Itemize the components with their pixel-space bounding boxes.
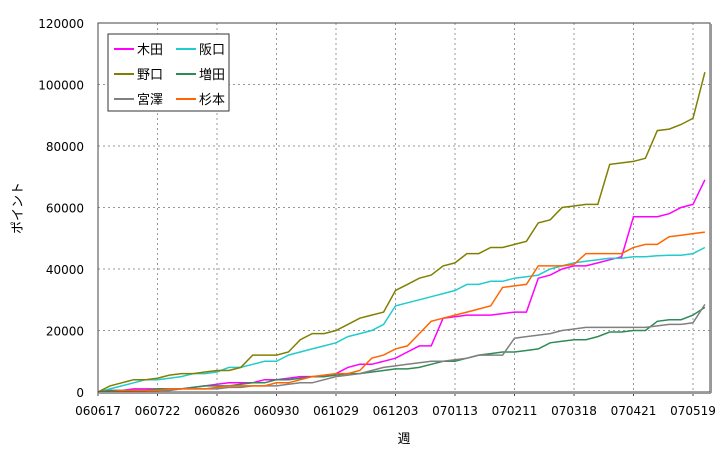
x-tick-label: 060722 xyxy=(135,404,181,418)
legend-label-0: 木田 xyxy=(137,43,163,58)
y-tick-label: 0 xyxy=(76,386,84,400)
x-tick-label: 070421 xyxy=(611,404,657,418)
x-tick-label: 070519 xyxy=(670,404,716,418)
x-tick-label: 070113 xyxy=(432,404,478,418)
legend-label-1: 阪口 xyxy=(199,43,225,58)
series-line-3 xyxy=(97,306,706,393)
y-tick-label: 100000 xyxy=(38,79,84,93)
x-axis-tick-labels: 060617 060722 060826 060930 061029 061203 0701… xyxy=(75,404,716,418)
legend-label-2: 野口 xyxy=(137,68,163,83)
x-axis-label: 週 xyxy=(397,432,410,447)
y-tick-label: 80000 xyxy=(46,140,84,154)
y-tick-label: 40000 xyxy=(46,263,84,277)
y-axis-label: ポイント xyxy=(11,182,26,234)
y-tick-label: 60000 xyxy=(46,202,84,216)
series-line-5 xyxy=(98,231,705,393)
series-line-4 xyxy=(98,303,706,393)
x-tick-label: 060930 xyxy=(254,404,300,418)
y-axis-tick-labels: 0 20000 40000 60000 80000 100000 120000 xyxy=(38,17,84,400)
x-tick-label: 070211 xyxy=(492,404,538,418)
x-tick-label: 070318 xyxy=(551,404,597,418)
legend-label-3: 増田 xyxy=(199,68,225,83)
x-tick-label: 060826 xyxy=(194,404,240,418)
series-line-0 xyxy=(97,179,706,393)
series-line-1 xyxy=(97,246,706,393)
x-tick-label: 061203 xyxy=(373,404,419,418)
legend-label-4: 宮澤 xyxy=(137,92,163,108)
y-tick-label: 120000 xyxy=(38,17,84,31)
y-tick-label: 20000 xyxy=(46,325,84,339)
series-line-2 xyxy=(97,72,706,393)
legend-label-5: 杉本 xyxy=(199,93,225,108)
x-tick-label: 060617 xyxy=(75,404,121,418)
x-tick-label: 061029 xyxy=(313,404,359,418)
series-lines xyxy=(97,72,706,393)
